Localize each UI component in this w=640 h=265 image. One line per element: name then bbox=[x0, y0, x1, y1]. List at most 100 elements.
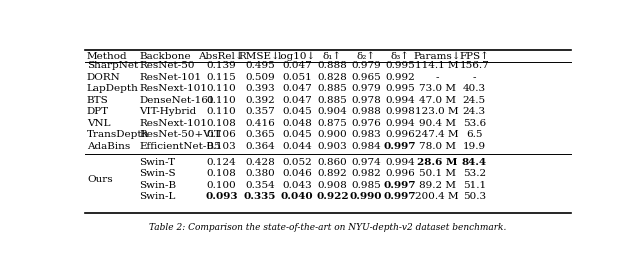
Text: -: - bbox=[472, 73, 476, 82]
Text: 73.0 M: 73.0 M bbox=[419, 84, 456, 93]
Text: 0.046: 0.046 bbox=[282, 169, 312, 178]
Text: 0.997: 0.997 bbox=[383, 181, 416, 190]
Text: 53.2: 53.2 bbox=[463, 169, 486, 178]
Text: 0.045: 0.045 bbox=[282, 130, 312, 139]
Text: 50.3: 50.3 bbox=[463, 192, 486, 201]
Text: 0.044: 0.044 bbox=[282, 142, 312, 151]
Text: 50.1 M: 50.1 M bbox=[419, 169, 456, 178]
Text: 0.888: 0.888 bbox=[317, 61, 348, 70]
Text: 0.982: 0.982 bbox=[351, 169, 381, 178]
Text: 0.908: 0.908 bbox=[317, 181, 348, 190]
Text: 0.994: 0.994 bbox=[385, 119, 415, 128]
Text: 0.047: 0.047 bbox=[282, 84, 312, 93]
Text: 0.995: 0.995 bbox=[385, 61, 415, 70]
Text: 0.052: 0.052 bbox=[282, 158, 312, 167]
Text: 0.995: 0.995 bbox=[385, 84, 415, 93]
Text: 0.124: 0.124 bbox=[207, 158, 236, 167]
Text: 0.997: 0.997 bbox=[383, 192, 416, 201]
Text: 0.922: 0.922 bbox=[316, 192, 349, 201]
Text: TransDepth: TransDepth bbox=[87, 130, 149, 139]
Text: ResNet-50: ResNet-50 bbox=[139, 61, 195, 70]
Text: 0.998: 0.998 bbox=[385, 107, 415, 116]
Text: VNL: VNL bbox=[87, 119, 111, 128]
Text: 90.4 M: 90.4 M bbox=[419, 119, 456, 128]
Text: Params↓: Params↓ bbox=[413, 52, 461, 61]
Text: δ₁↑: δ₁↑ bbox=[323, 52, 342, 61]
Text: 0.416: 0.416 bbox=[245, 119, 275, 128]
Text: log10↓: log10↓ bbox=[278, 52, 316, 61]
Text: 0.875: 0.875 bbox=[317, 119, 348, 128]
Text: 0.335: 0.335 bbox=[244, 192, 276, 201]
Text: EfficientNet-B5: EfficientNet-B5 bbox=[139, 142, 221, 151]
Text: 0.093: 0.093 bbox=[205, 192, 237, 201]
Text: 156.7: 156.7 bbox=[460, 61, 489, 70]
Text: 28.6 M: 28.6 M bbox=[417, 158, 458, 167]
Text: ResNext-101: ResNext-101 bbox=[139, 84, 207, 93]
Text: 0.983: 0.983 bbox=[351, 130, 381, 139]
Text: DORN: DORN bbox=[87, 73, 121, 82]
Text: Table 2: Comparison the state-of-the-art on NYU-depth-v2 dataset benchmark.: Table 2: Comparison the state-of-the-art… bbox=[149, 223, 507, 232]
Text: 0.979: 0.979 bbox=[351, 84, 381, 93]
Text: 0.904: 0.904 bbox=[317, 107, 348, 116]
Text: 40.3: 40.3 bbox=[463, 84, 486, 93]
Text: 0.965: 0.965 bbox=[351, 73, 381, 82]
Text: Swin-S: Swin-S bbox=[139, 169, 175, 178]
Text: 0.380: 0.380 bbox=[245, 169, 275, 178]
Text: 0.996: 0.996 bbox=[385, 130, 415, 139]
Text: 24.3: 24.3 bbox=[463, 107, 486, 116]
Text: 0.860: 0.860 bbox=[317, 158, 348, 167]
Text: 78.0 M: 78.0 M bbox=[419, 142, 456, 151]
Text: 0.994: 0.994 bbox=[385, 158, 415, 167]
Text: 0.047: 0.047 bbox=[282, 61, 312, 70]
Text: ResNet-50+ViT: ResNet-50+ViT bbox=[139, 130, 221, 139]
Text: SharpNet: SharpNet bbox=[87, 61, 138, 70]
Text: 0.392: 0.392 bbox=[245, 96, 275, 105]
Text: Swin-T: Swin-T bbox=[139, 158, 175, 167]
Text: 0.048: 0.048 bbox=[282, 119, 312, 128]
Text: DPT: DPT bbox=[87, 107, 109, 116]
Text: 0.984: 0.984 bbox=[351, 142, 381, 151]
Text: Swin-L: Swin-L bbox=[139, 192, 175, 201]
Text: δ₃↑: δ₃↑ bbox=[390, 52, 410, 61]
Text: 0.988: 0.988 bbox=[351, 107, 381, 116]
Text: 114.1 M: 114.1 M bbox=[415, 61, 459, 70]
Text: 0.428: 0.428 bbox=[245, 158, 275, 167]
Text: Method: Method bbox=[87, 52, 127, 61]
Text: 0.393: 0.393 bbox=[245, 84, 275, 93]
Text: 47.0 M: 47.0 M bbox=[419, 96, 456, 105]
Text: 0.979: 0.979 bbox=[351, 61, 381, 70]
Text: 19.9: 19.9 bbox=[463, 142, 486, 151]
Text: 0.509: 0.509 bbox=[245, 73, 275, 82]
Text: FPS↑: FPS↑ bbox=[460, 52, 489, 61]
Text: 0.110: 0.110 bbox=[207, 107, 236, 116]
Text: 0.885: 0.885 bbox=[317, 84, 348, 93]
Text: 0.985: 0.985 bbox=[351, 181, 381, 190]
Text: 0.139: 0.139 bbox=[207, 61, 236, 70]
Text: 0.108: 0.108 bbox=[207, 169, 236, 178]
Text: 0.997: 0.997 bbox=[383, 142, 416, 151]
Text: 0.365: 0.365 bbox=[245, 130, 275, 139]
Text: 0.110: 0.110 bbox=[207, 96, 236, 105]
Text: 0.978: 0.978 bbox=[351, 96, 381, 105]
Text: 0.900: 0.900 bbox=[317, 130, 348, 139]
Text: BTS: BTS bbox=[87, 96, 109, 105]
Text: 0.354: 0.354 bbox=[245, 181, 275, 190]
Text: 247.4 M: 247.4 M bbox=[415, 130, 459, 139]
Text: 0.885: 0.885 bbox=[317, 96, 348, 105]
Text: AbsRel↓: AbsRel↓ bbox=[198, 52, 244, 61]
Text: 53.6: 53.6 bbox=[463, 119, 486, 128]
Text: 0.040: 0.040 bbox=[281, 192, 314, 201]
Text: δ₂↑: δ₂↑ bbox=[356, 52, 376, 61]
Text: 0.110: 0.110 bbox=[207, 84, 236, 93]
Text: 123.0 M: 123.0 M bbox=[415, 107, 459, 116]
Text: 0.108: 0.108 bbox=[207, 119, 236, 128]
Text: 0.892: 0.892 bbox=[317, 169, 348, 178]
Text: 0.357: 0.357 bbox=[245, 107, 275, 116]
Text: Backbone: Backbone bbox=[139, 52, 191, 61]
Text: 0.992: 0.992 bbox=[385, 73, 415, 82]
Text: VIT-Hybrid: VIT-Hybrid bbox=[139, 107, 196, 116]
Text: Swin-B: Swin-B bbox=[139, 181, 176, 190]
Text: 0.990: 0.990 bbox=[350, 192, 383, 201]
Text: 0.100: 0.100 bbox=[207, 181, 236, 190]
Text: ResNet-101: ResNet-101 bbox=[139, 73, 201, 82]
